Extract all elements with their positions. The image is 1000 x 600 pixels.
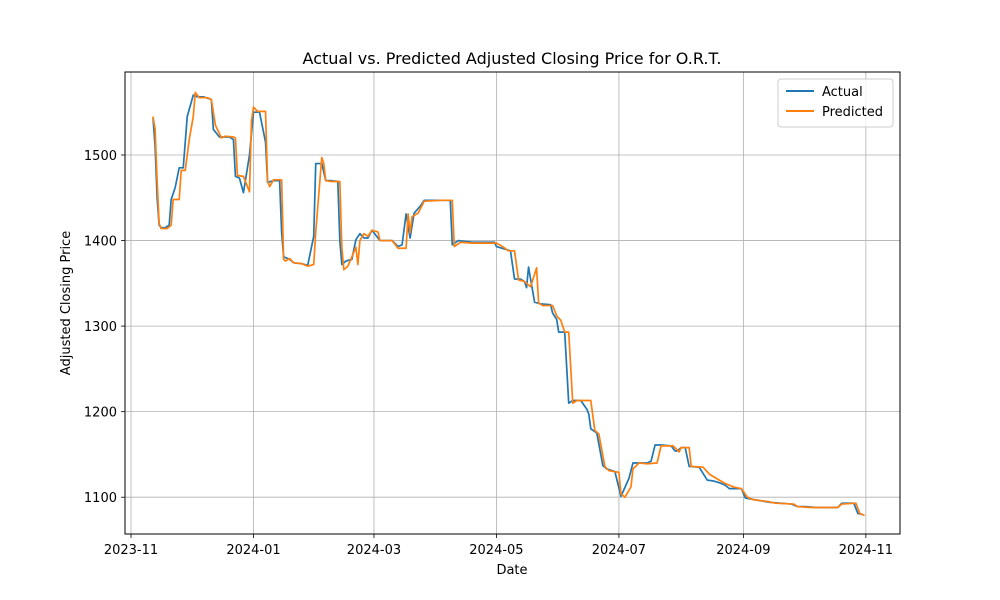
grid	[125, 72, 900, 534]
series-lines	[152, 91, 865, 517]
legend: Actual Predicted	[777, 78, 894, 128]
chart-title: Actual vs. Predicted Adjusted Closing Pr…	[303, 49, 722, 68]
y-tick-label: 1300	[84, 320, 117, 335]
plot-area-frame	[124, 71, 901, 535]
y-axis-ticks: 1100 1200 1300 1400 1500	[84, 149, 125, 506]
y-tick-label: 1500	[84, 149, 117, 164]
y-tick-label: 1400	[84, 235, 117, 250]
x-tick-label: 2024-11	[839, 543, 893, 558]
legend-label-actual: Actual	[822, 85, 863, 100]
x-tick-label: 2024-07	[592, 543, 646, 558]
x-axis-ticks: 2023-11 2024-01 2024-03 2024-05 2024-07 2024-…	[104, 534, 893, 558]
y-tick-label: 1100	[84, 491, 117, 506]
legend-label-predicted: Predicted	[822, 105, 883, 120]
x-tick-label: 2024-03	[347, 543, 401, 558]
x-tick-label: 2024-05	[469, 543, 523, 558]
x-axis-label: Date	[496, 563, 527, 578]
x-tick-label: 2023-11	[104, 543, 158, 558]
x-tick-label: 2024-01	[226, 543, 280, 558]
y-tick-label: 1200	[84, 406, 117, 421]
y-axis-label: Adjusted Closing Price	[59, 231, 74, 375]
series-line-predicted	[152, 91, 865, 517]
x-tick-label: 2024-09	[716, 543, 770, 558]
